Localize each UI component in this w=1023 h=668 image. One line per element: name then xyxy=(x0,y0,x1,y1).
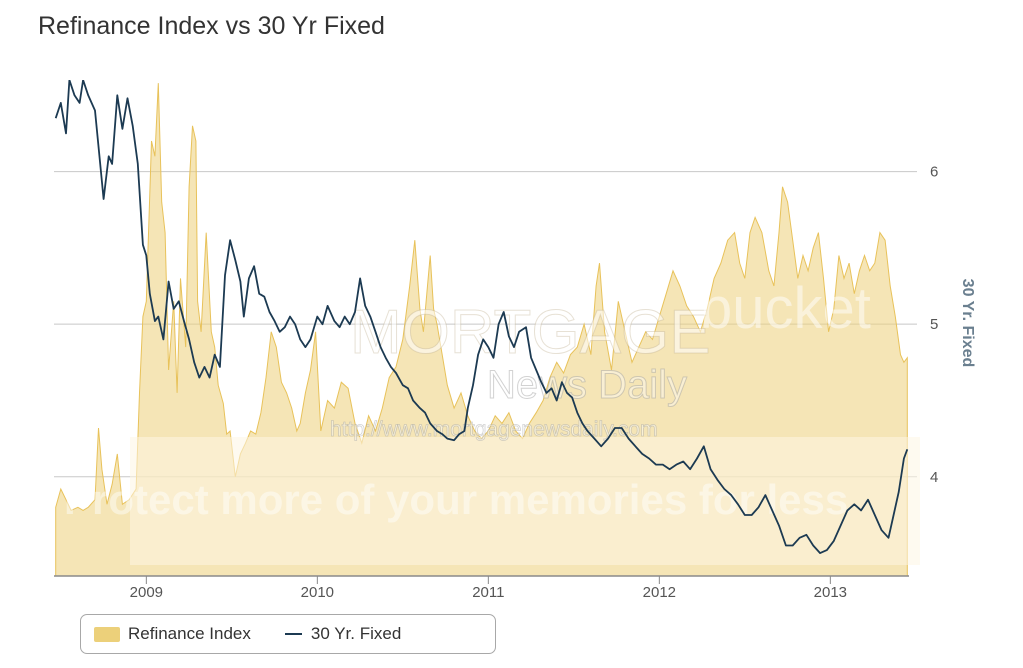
legend-swatch-refinance-index[interactable] xyxy=(94,626,120,642)
chart-canvas: MORTGAGE News Daily http://www.mortgagen… xyxy=(54,80,976,601)
x-tick-label-2013: 2013 xyxy=(814,584,847,601)
y-tick-label-5: 5 xyxy=(930,316,938,333)
x-tick-label-2011: 2011 xyxy=(472,584,504,601)
legend-line-30-yr-fixed[interactable] xyxy=(284,633,302,635)
x-tick-label-2012: 2012 xyxy=(643,584,676,601)
watermark-banner-text: Protect more of your memories for less xyxy=(64,476,848,523)
watermark-brand-right: bucket xyxy=(700,276,871,341)
chart-title: Refinance Index vs 30 Yr Fixed xyxy=(38,12,385,40)
x-tick-label-2010: 2010 xyxy=(301,584,334,601)
watermark-banner-bg xyxy=(130,437,920,565)
series-line-30-yr-fixed xyxy=(54,80,909,554)
legend-label-30-yr-fixed[interactable]: 30 Yr. Fixed xyxy=(310,624,402,643)
legend-label-refinance-index[interactable]: Refinance Index xyxy=(128,624,251,643)
watermark-url: http://www.mortgagenewsdaily.com xyxy=(330,418,658,441)
y-axis-title: 30 Yr. Fixed xyxy=(959,279,976,368)
watermark-brand-line2: News Daily xyxy=(487,363,687,407)
y-tick-label-6: 6 xyxy=(930,164,938,181)
y-tick-label-4: 4 xyxy=(930,469,938,486)
legend: Refinance Index 30 Yr. Fixed xyxy=(80,614,496,654)
x-tick-label-2009: 2009 xyxy=(130,584,163,601)
